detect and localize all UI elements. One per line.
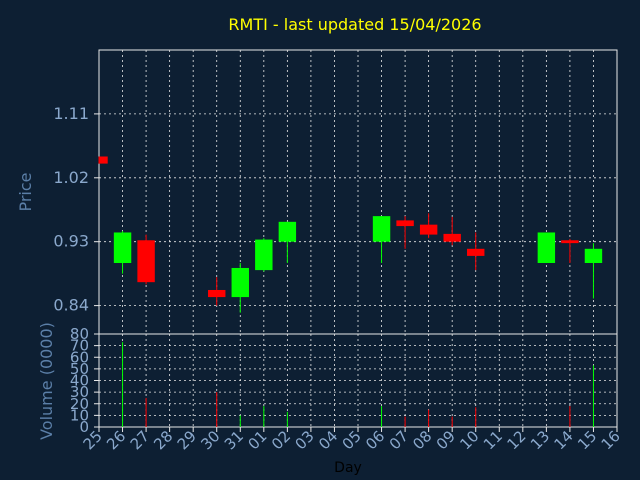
price-tick-label: 0.93 xyxy=(53,232,89,251)
x-tick-label: 15 xyxy=(574,427,600,453)
candle-body xyxy=(372,216,391,242)
volume-tick-label: 50 xyxy=(70,360,89,378)
volume-tick-label: 70 xyxy=(70,337,89,355)
x-tick-label: 31 xyxy=(221,427,247,453)
candle-body xyxy=(278,221,297,242)
x-tick-label: 08 xyxy=(409,427,435,453)
price-tick-label: 0.84 xyxy=(53,296,89,315)
candle-body xyxy=(208,289,226,298)
candle-body xyxy=(255,239,273,271)
volume-tick-label: 10 xyxy=(70,406,89,424)
candle-body xyxy=(584,248,603,263)
x-tick-label: 28 xyxy=(150,427,176,453)
volume-tick-label: 80 xyxy=(70,325,89,343)
volume-tick-label: 0 xyxy=(79,418,89,436)
volume-axis-label: Volume (0000) xyxy=(37,322,56,440)
candle-body xyxy=(113,232,132,263)
x-axis-ticks: 2526272829303101020304050607080910111213… xyxy=(80,427,624,453)
x-tick-label: 13 xyxy=(527,427,553,453)
x-tick-label: 04 xyxy=(315,427,341,453)
x-tick-label: 26 xyxy=(103,427,129,453)
price-tick-label: 1.02 xyxy=(53,168,89,187)
x-tick-label: 06 xyxy=(362,427,388,453)
x-tick-label: 27 xyxy=(127,427,153,453)
volume-tick-label: 20 xyxy=(70,395,89,413)
x-tick-label: 11 xyxy=(480,427,506,453)
candle-body xyxy=(137,240,155,283)
candle-body xyxy=(561,240,579,244)
x-tick-label: 07 xyxy=(386,427,412,453)
x-tick-label: 02 xyxy=(268,427,294,453)
price-tick-label: 1.11 xyxy=(53,104,89,123)
x-tick-label: 05 xyxy=(339,427,365,453)
candle-body xyxy=(231,267,249,298)
candle-body xyxy=(396,220,414,227)
x-tick-label: 30 xyxy=(197,427,223,453)
x-tick-label: 03 xyxy=(292,427,318,453)
price-panel: 0.84 0.93 1.02 1.11 xyxy=(53,49,618,335)
x-axis-label: Day xyxy=(334,460,362,476)
x-tick-label: 29 xyxy=(174,427,200,453)
candle-body xyxy=(419,224,438,235)
x-tick-label: 09 xyxy=(433,427,459,453)
candle-body xyxy=(99,156,108,164)
x-tick-label: 10 xyxy=(456,427,482,453)
x-tick-label: 12 xyxy=(503,427,529,453)
volume-tick-label: 60 xyxy=(70,348,89,366)
price-axis-label: Price xyxy=(16,172,35,211)
candle-body xyxy=(537,232,556,263)
candle-body xyxy=(443,233,461,242)
x-tick-label: 16 xyxy=(598,427,624,453)
x-tick-label: 01 xyxy=(244,427,270,453)
chart-title: RMTI - last updated 15/04/2026 xyxy=(228,15,481,34)
volume-tick-label: 40 xyxy=(70,372,89,390)
volume-tick-label: 30 xyxy=(70,383,89,401)
candle-body xyxy=(467,248,485,256)
x-tick-label: 14 xyxy=(551,427,577,453)
